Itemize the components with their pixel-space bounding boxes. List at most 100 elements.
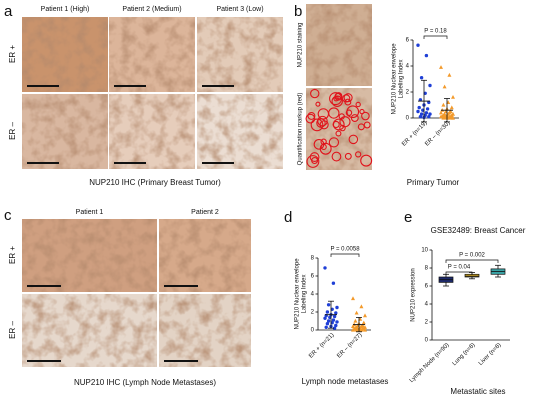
panel-letter: e — [404, 209, 412, 226]
x-tick-label: Liver (n=6) — [478, 342, 503, 367]
data-point — [323, 316, 327, 320]
micrograph-texture — [197, 94, 283, 169]
data-point — [331, 318, 336, 322]
y-tick-label: 6 — [311, 274, 315, 280]
data-point — [424, 53, 429, 58]
y-tick-label: 6 — [406, 38, 410, 44]
y-tick-label: 6 — [425, 284, 429, 290]
row-label: ER – — [8, 122, 17, 140]
data-point — [441, 102, 446, 107]
data-point — [428, 83, 432, 88]
x-axis-label: Metastatic sites — [450, 387, 505, 396]
micrograph-texture — [109, 94, 195, 169]
markup-ring — [331, 151, 342, 162]
data-point — [359, 304, 364, 309]
data-point — [331, 281, 336, 285]
data-point — [439, 114, 443, 119]
micrograph-texture — [197, 17, 283, 92]
data-point — [351, 324, 355, 328]
data-point — [326, 303, 331, 307]
data-point — [325, 310, 330, 314]
data-point — [428, 112, 432, 116]
data-point — [417, 105, 421, 110]
x-tick-label: ER + (n=21) — [308, 332, 335, 359]
x-tick-label: Lung (n=6) — [452, 342, 477, 367]
panel-letter: c — [4, 207, 12, 224]
p-value: P = 0.04 — [448, 265, 471, 271]
micrograph-texture — [306, 88, 372, 170]
column-label: Patient 2 (Medium) — [122, 6, 181, 13]
markup-ring — [342, 94, 351, 103]
markup-ring — [305, 113, 316, 124]
markup-ring — [331, 95, 343, 107]
x-axis-label: Lymph node metastases — [302, 377, 389, 386]
column-label: Patient 2 — [191, 209, 219, 216]
markup-ring — [310, 88, 320, 99]
data-point — [424, 111, 429, 115]
micrograph-texture — [22, 17, 108, 92]
x-axis-label: Primary Tumor — [407, 178, 460, 187]
data-point — [361, 320, 366, 325]
data-point — [447, 72, 452, 77]
markup-ring — [317, 115, 328, 127]
y-tick-label: 8 — [425, 266, 429, 272]
y-tick-label: 2 — [425, 320, 429, 326]
micrograph-texture — [109, 17, 195, 92]
data-point — [326, 319, 331, 323]
y-tick-label: 10 — [421, 248, 428, 254]
markup-ring — [335, 130, 342, 137]
image-label: NUP210 staining — [298, 22, 304, 67]
micrograph-texture — [306, 4, 372, 86]
data-point — [351, 296, 355, 301]
data-point — [332, 326, 337, 330]
panel-letter: b — [294, 3, 302, 20]
markup-ring — [348, 134, 359, 145]
micrograph-texture — [22, 294, 157, 367]
x-tick-label: Lymph Node (n=90) — [409, 342, 451, 384]
micrograph-texture — [22, 94, 108, 169]
y-axis-label: NUP210 Nuclear envelope — [392, 43, 398, 115]
x-tick-label: ER – (n=27) — [336, 332, 363, 359]
chart-title: GSE32489: Breast Cancer — [431, 226, 526, 235]
p-value: P = 0.18 — [424, 29, 447, 35]
micrograph-texture — [159, 219, 251, 292]
caption: NUP210 IHC (Lymph Node Metastases) — [74, 378, 216, 387]
data-point — [416, 109, 420, 114]
y-axis-label: NUP210 Nuclear envelope — [295, 258, 301, 330]
markup-ring — [355, 101, 361, 108]
markup-ring — [350, 114, 359, 122]
markup-ring — [339, 116, 351, 128]
y-tick-label: 0 — [406, 116, 410, 122]
data-point — [427, 100, 431, 105]
markup-ring — [360, 154, 373, 167]
markup-ring — [328, 137, 340, 148]
markup-ring — [344, 152, 352, 160]
y-axis-label: NUP210 expression — [411, 268, 417, 321]
bracket — [330, 253, 360, 257]
y-tick-label: 0 — [425, 338, 429, 344]
data-point — [419, 76, 424, 80]
data-point — [416, 43, 420, 47]
y-axis-label: Labeling Index — [302, 274, 308, 313]
markup-ring — [346, 105, 360, 119]
markup-ring — [307, 111, 316, 120]
markup-ring — [309, 152, 320, 162]
data-point — [439, 110, 443, 115]
p-value: P = 0.002 — [459, 253, 485, 259]
data-point — [335, 320, 339, 324]
data-point — [363, 327, 367, 332]
data-point — [334, 323, 338, 328]
data-point — [425, 107, 430, 111]
markup-ring — [355, 151, 362, 158]
markup-ring — [306, 155, 320, 168]
panel-letter: a — [4, 3, 13, 20]
row-label: ER – — [8, 321, 17, 339]
markup-ring — [317, 108, 330, 120]
bracket — [445, 271, 473, 275]
data-point — [449, 105, 454, 110]
data-point — [441, 115, 446, 120]
markup-ring — [359, 108, 365, 115]
markup-ring — [332, 120, 340, 129]
y-tick-label: 8 — [311, 256, 315, 262]
